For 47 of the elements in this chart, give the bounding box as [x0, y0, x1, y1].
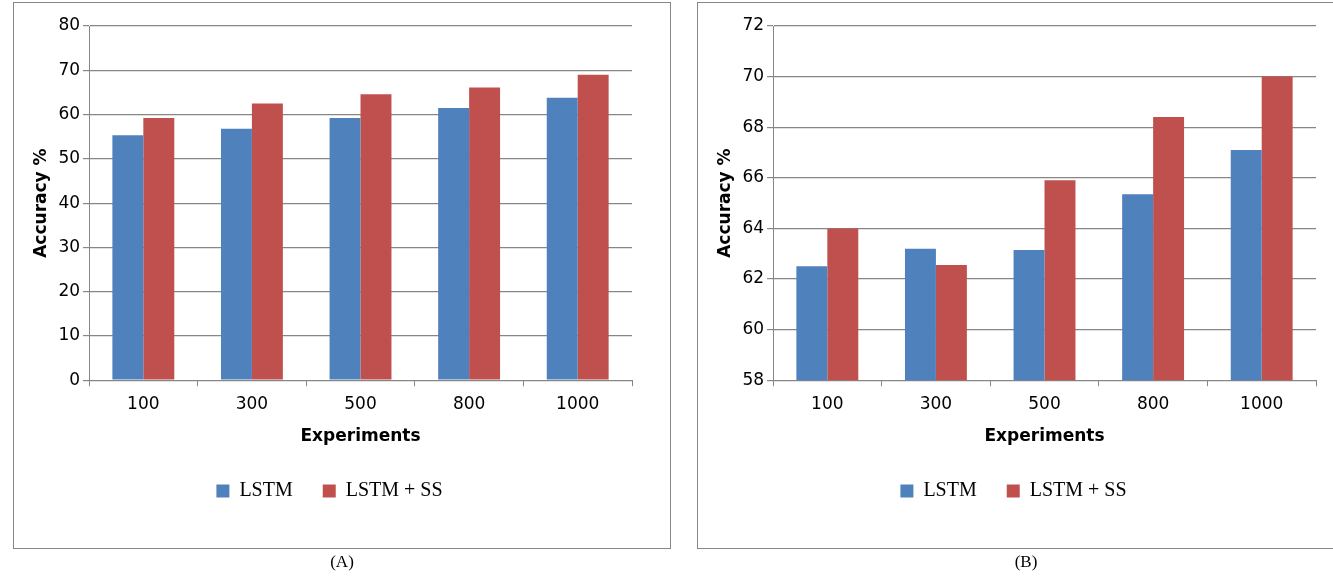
y-tick-label: 70 — [58, 58, 81, 79]
bar — [112, 135, 144, 380]
text: (B) — [1013, 552, 1039, 572]
text: (A) — [329, 552, 355, 572]
y-tick-label: 10 — [58, 324, 81, 345]
bar — [469, 87, 501, 380]
y-tick-label: 68 — [742, 115, 765, 136]
bar — [438, 107, 470, 380]
y-tick-label: 0 — [69, 368, 81, 389]
legend-label: LSTM + SS — [345, 478, 443, 501]
x-tick-label: 800 — [1136, 392, 1170, 413]
x-tick-label: 300 — [919, 392, 953, 413]
y-tick-label: 30 — [58, 235, 81, 256]
y-tick-label: 58 — [742, 368, 765, 389]
x-tick-label: 1000 — [1240, 392, 1284, 413]
y-tick-label: 60 — [742, 318, 765, 339]
y-tick-label: 66 — [742, 166, 765, 187]
bar — [143, 118, 175, 380]
bar — [360, 94, 392, 380]
bar — [577, 74, 609, 380]
x-tick-label: 300 — [235, 392, 269, 413]
y-tick-label: 20 — [58, 280, 81, 301]
x-tick-label: 1000 — [556, 392, 600, 413]
bar — [329, 118, 361, 380]
y-tick-label: 62 — [742, 267, 765, 288]
x-tick-label: 500 — [344, 392, 377, 413]
y-tick-label: 60 — [58, 102, 81, 123]
y-axis-title: Accuracy % — [713, 148, 734, 258]
bar — [251, 103, 283, 380]
legend-label: LSTM + SS — [1029, 478, 1127, 501]
x-axis-title: Experiments — [300, 425, 421, 446]
y-tick-label: 80 — [58, 14, 81, 35]
legend-label: LSTM — [239, 478, 293, 501]
y-tick-label: 72 — [742, 14, 765, 35]
x-axis-title: Experiments — [984, 425, 1105, 446]
bar — [220, 128, 252, 380]
bar — [546, 97, 578, 380]
y-axis-title: Accuracy % — [29, 148, 50, 258]
y-tick-label: 70 — [742, 65, 765, 86]
legend-label: LSTM — [923, 478, 977, 501]
x-tick-label: 100 — [127, 392, 160, 413]
y-tick-label: 64 — [742, 216, 765, 237]
y-tick-label: 40 — [58, 191, 81, 212]
y-tick-label: 50 — [58, 147, 81, 168]
x-tick-label: 100 — [811, 392, 844, 413]
x-tick-label: 500 — [1028, 392, 1061, 413]
x-tick-label: 800 — [452, 392, 486, 413]
